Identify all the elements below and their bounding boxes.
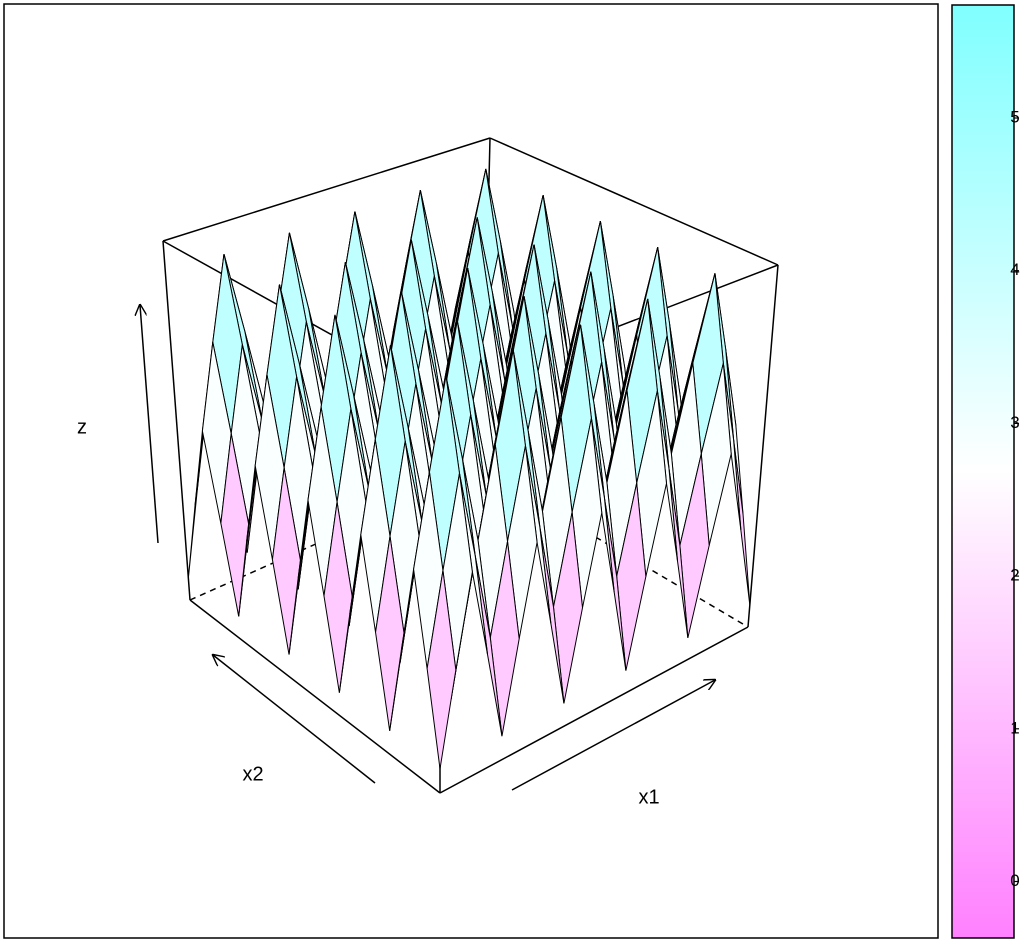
z-axis-arrow — [140, 305, 159, 544]
box-edge — [489, 137, 779, 266]
x1-axis-arrow — [511, 680, 715, 791]
colorbar-tick-label: 2 — [1010, 566, 1019, 585]
colorbar-tick-label: 3 — [1010, 413, 1019, 432]
colorbar-tick-label: 5 — [1010, 107, 1019, 126]
colorbar-axis: 0 1 2 3 4 5 — [1010, 107, 1019, 890]
box-edge — [439, 626, 749, 794]
box-edge — [747, 264, 779, 628]
x2-axis-label: x2 — [242, 763, 263, 785]
box-edge — [162, 137, 491, 242]
plot-frame — [3, 3, 939, 939]
colorbar-tick-label: 0 — [1010, 871, 1019, 890]
z-axis-label: z — [77, 416, 87, 438]
x2-axis-arrow — [213, 655, 376, 784]
box-edge — [189, 599, 441, 794]
colorbar-tick-label: 1 — [1010, 718, 1019, 737]
surface — [187, 168, 751, 769]
surface-facet — [426, 570, 457, 769]
colorbar — [951, 4, 1015, 939]
colorbar-tick-label: 4 — [1010, 260, 1019, 279]
box-edge — [162, 240, 191, 601]
x1-axis-label: x1 — [638, 786, 659, 808]
